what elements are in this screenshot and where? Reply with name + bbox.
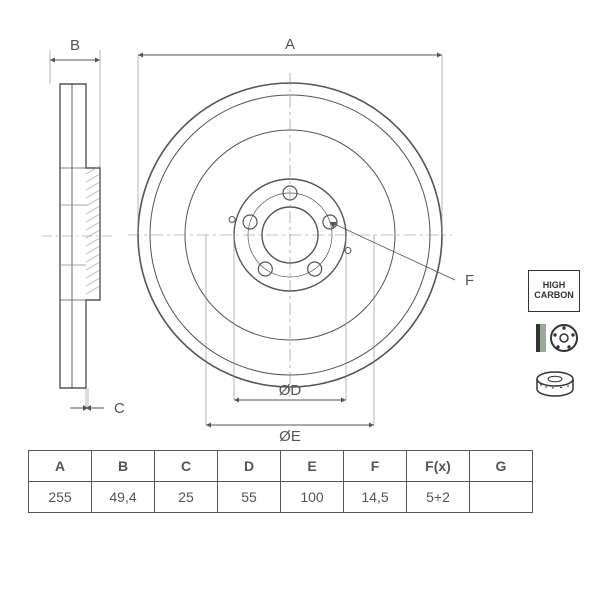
badge-label: HIGH CARBON [529,281,579,301]
dimension-table: ABCDEFF(x)G 25549,4255510014,55+2 [28,450,533,513]
vented-disc-icon [530,365,580,405]
col-value: 25 [155,482,218,513]
col-header: F [344,451,407,482]
col-value: 255 [29,482,92,513]
col-header: G [470,451,533,482]
coated-disc-icon [530,318,580,358]
col-header: F(x) [407,451,470,482]
svg-text:F: F [465,272,474,289]
svg-text:C: C [114,400,125,417]
disc-front-view [128,73,452,397]
col-header: D [218,451,281,482]
svg-text:ØD: ØD [279,382,302,399]
col-value: 14,5 [344,482,407,513]
svg-text:A: A [285,36,295,53]
col-header: C [155,451,218,482]
col-value: 100 [281,482,344,513]
svg-text:ØE: ØE [279,428,301,445]
col-value: 49,4 [92,482,155,513]
col-value: 55 [218,482,281,513]
col-header: B [92,451,155,482]
col-value: 5+2 [407,482,470,513]
svg-text:B: B [70,37,80,54]
col-header: A [29,451,92,482]
disc-side-profile [42,84,114,388]
col-header: E [281,451,344,482]
col-value [470,482,533,513]
high-carbon-badge: HIGH CARBON [528,270,580,312]
